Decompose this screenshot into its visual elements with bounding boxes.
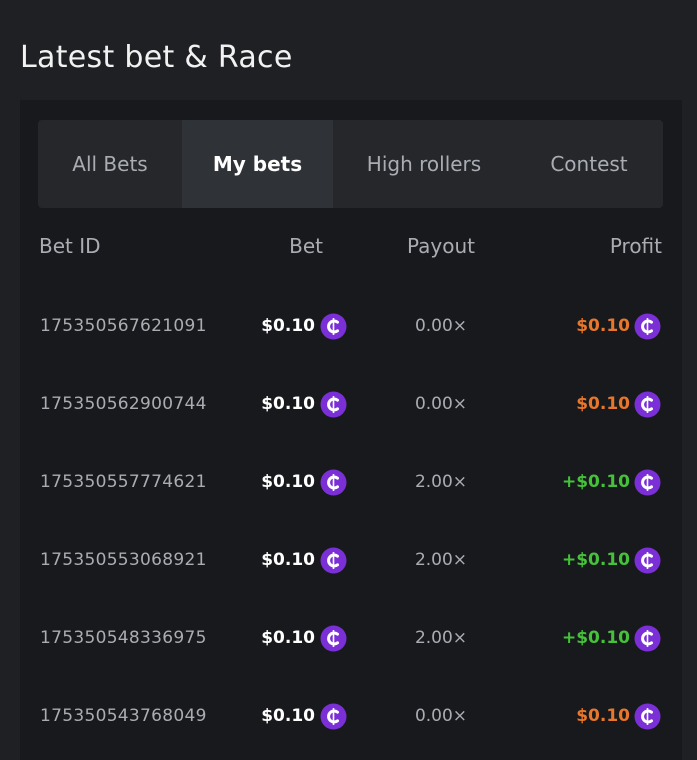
tab-bar: All Bets My bets High rollers Contest xyxy=(38,120,663,208)
bet-id: 175350548336975 xyxy=(40,628,207,648)
coin-icon xyxy=(320,313,347,340)
panel xyxy=(20,100,682,760)
coin-icon xyxy=(634,313,661,340)
tab[interactable]: My bets xyxy=(182,120,333,208)
coin-icon xyxy=(320,469,347,496)
bet-amount: $0.10 xyxy=(261,706,315,726)
payout: 0.00× xyxy=(414,394,468,414)
bet-amount: $0.10 xyxy=(261,394,315,414)
coin-icon xyxy=(634,625,661,652)
payout: 2.00× xyxy=(414,472,468,492)
coin-icon xyxy=(320,625,347,652)
bet-id: 175350562900744 xyxy=(40,394,207,414)
payout: 0.00× xyxy=(414,316,468,336)
payout: 2.00× xyxy=(414,550,468,570)
coin-icon xyxy=(320,391,347,418)
bet-amount: $0.10 xyxy=(261,628,315,648)
tab[interactable]: All Bets xyxy=(72,152,148,176)
coin-icon xyxy=(320,547,347,574)
coin-icon xyxy=(320,703,347,730)
column-header: Bet ID xyxy=(39,234,101,258)
profit: $0.10 xyxy=(576,316,630,336)
coin-icon xyxy=(634,391,661,418)
section-title: Latest bet & Race xyxy=(20,40,293,75)
profit: +$0.10 xyxy=(561,472,630,492)
profit: $0.10 xyxy=(576,706,630,726)
coin-icon xyxy=(634,703,661,730)
bet-amount: $0.10 xyxy=(261,472,315,492)
coin-icon xyxy=(634,469,661,496)
tab[interactable]: High rollers xyxy=(366,152,482,176)
profit: $0.10 xyxy=(576,394,630,414)
profit: +$0.10 xyxy=(561,628,630,648)
payout: 2.00× xyxy=(414,628,468,648)
column-header: Profit xyxy=(609,234,662,258)
column-header: Payout xyxy=(406,234,475,258)
bet-id: 175350567621091 xyxy=(40,316,207,336)
bet-id: 175350543768049 xyxy=(40,706,207,726)
coin-icon xyxy=(634,547,661,574)
bet-id: 175350557774621 xyxy=(40,472,207,492)
tab[interactable]: Contest xyxy=(550,152,628,176)
bet-amount: $0.10 xyxy=(261,316,315,336)
bet-amount: $0.10 xyxy=(261,550,315,570)
payout: 0.00× xyxy=(414,706,468,726)
bet-id: 175350553068921 xyxy=(40,550,207,570)
column-header: Bet xyxy=(289,234,323,258)
profit: +$0.10 xyxy=(561,550,630,570)
